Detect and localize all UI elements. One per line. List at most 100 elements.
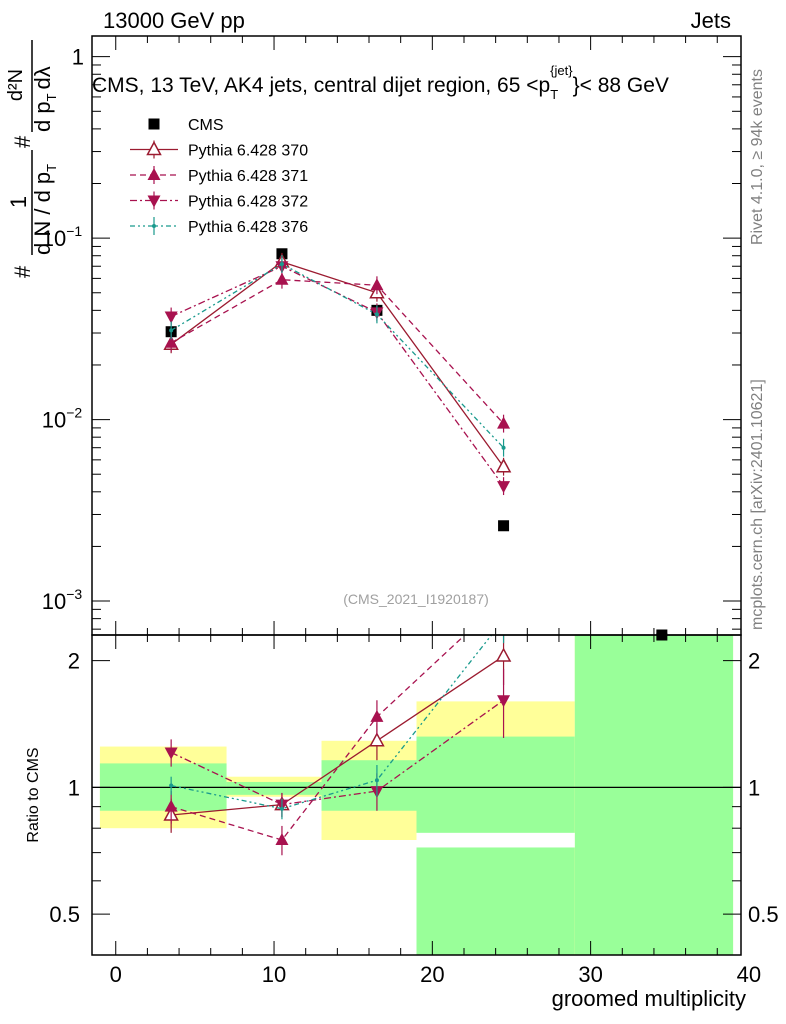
p370-main-point-3 [495, 458, 512, 473]
y-label-frac2-num: d²N [5, 69, 27, 101]
y-label-frac1-den-text: d N / d p [30, 172, 55, 255]
plot-title-sub: T [550, 87, 558, 102]
legend-label-cms: CMS [188, 117, 224, 134]
ratio-y-label: Ratio to CMS [25, 747, 42, 842]
main-ytick-label-0: 10−3 [42, 586, 83, 614]
p372-main-line [170, 265, 505, 487]
legend-label-p372: Pythia 6.428 372 [188, 194, 308, 211]
p376-main-line [170, 263, 505, 449]
ratio-ytick-label-left-1: 1 [68, 775, 80, 800]
ratio-ytick-label-left-2: 2 [68, 649, 80, 674]
p370-ratio-point-2 [369, 732, 385, 747]
p371-ratio-point-3 [497, 592, 510, 604]
analysis-id: (CMS_2021_I1920187) [343, 591, 489, 607]
y-label-hash-1: # [10, 265, 35, 278]
legend-marker-p372 [147, 195, 161, 208]
p371-main-point-3 [497, 416, 511, 429]
plot-title-pt: p [539, 74, 551, 97]
p376-ratio-point-3 [502, 618, 506, 622]
legend-marker-p376 [152, 224, 156, 228]
y-label-frac2-den-text: d p [30, 101, 55, 132]
plot-title-suffix: }< 88 GeV [573, 74, 669, 97]
x-tick-label-20: 20 [420, 962, 444, 987]
main-ytick-label-2: 10−1 [42, 223, 83, 251]
p376-main-point-2 [374, 312, 379, 317]
green-band-2 [321, 760, 417, 811]
p371-main-point-2 [370, 278, 384, 291]
p371-main-point-0 [164, 335, 178, 348]
p371-main-point-1 [275, 272, 289, 285]
p371-ratio-point-1 [275, 833, 289, 846]
p372-ratio-point-3 [497, 695, 511, 708]
header-left: 13000 GeV pp [103, 8, 245, 33]
rivet-version-text: Rivet 4.1.0, ≥ 94k events [749, 69, 766, 245]
legend: CMS Pythia 6.428 370 Pythia 6.428 371 Pythi… [130, 117, 308, 236]
x-tick-label-40: 40 [737, 962, 761, 987]
plot-title-sup: {jet} [550, 63, 573, 78]
p372-ratio-line [170, 699, 504, 806]
main-y-label: # 1 d N / d pT # d²N d pTdλ [5, 40, 59, 278]
x-tick-label-10: 10 [262, 962, 286, 987]
p376-main-point-1 [279, 262, 284, 267]
p376-ratio-point-1 [279, 806, 284, 811]
p370-ratio-line [171, 655, 504, 816]
p376-main-point-0 [169, 328, 174, 333]
p376-main-point-3 [501, 445, 506, 450]
main-ytick-base-1: 10 [42, 408, 66, 433]
p372-main-point-3 [497, 481, 511, 494]
main-series-layer [163, 248, 668, 635]
plot-title-prefix: CMS, 13 TeV, AK4 jets, central dijet reg… [92, 74, 539, 97]
ratio-frame [91, 634, 742, 956]
ratio-ytick-label-right-0: 0.5 [748, 902, 779, 927]
p376-ratio-point-0 [169, 783, 174, 788]
main-ytick-base-2: 10 [42, 226, 66, 251]
x-tick-label-0: 0 [110, 962, 122, 987]
p376-ratio-line [171, 635, 493, 810]
main-ytick-exp-1: −2 [66, 405, 82, 421]
p370-main-line [170, 261, 505, 468]
p371-ratio-point-2 [370, 709, 384, 722]
y-label-frac1-num: 1 [6, 196, 31, 208]
band-gap-0 [416, 832, 575, 848]
legend-label-p376: Pythia 6.428 376 [188, 219, 308, 236]
ratio-series-layer [163, 592, 512, 856]
y-label-frac2-den-sub: T [44, 93, 59, 101]
main-ytick-label-3: 1 [72, 45, 84, 70]
main-ytick-exp-2: −1 [66, 223, 82, 239]
mcplots-text: mcplots.cern.ch [arXiv:2401.10621] [749, 379, 766, 630]
cms-main-point-3 [498, 520, 510, 532]
legend-marker-p371 [147, 168, 161, 180]
y-label-hash-2: # [10, 135, 35, 148]
p376-ratio-point-2 [374, 778, 379, 783]
y-label-frac2-den-tail: dλ [30, 66, 55, 89]
p371-ratio-point-0 [164, 799, 178, 812]
p371-main-line [170, 279, 505, 425]
p370-ratio-point-3 [495, 647, 512, 662]
header-right: Jets [691, 8, 731, 33]
y-label-frac1-den-sub: T [44, 164, 59, 172]
p372-main-point-0 [164, 311, 178, 324]
green-band-4 [574, 635, 734, 955]
p371-ratio-line [170, 635, 466, 841]
y-label-frac1-den: d N / d pT [30, 164, 59, 255]
ratio-ytick-label-left-0: 0.5 [49, 902, 80, 927]
main-ytick-exp-0: −3 [66, 586, 82, 602]
legend-label-p370: Pythia 6.428 370 [188, 143, 308, 160]
legend-marker-p370 [146, 140, 162, 156]
plot-title: CMS, 13 TeV, AK4 jets, central dijet reg… [92, 63, 669, 102]
legend-marker-cms [148, 118, 160, 130]
ratio-uncertainty-bands [92, 635, 741, 955]
x-tick-label-30: 30 [578, 962, 602, 987]
ratio-ytick-label-right-2: 2 [748, 649, 760, 674]
green-band-1 [226, 781, 322, 795]
main-ytick-base-3: 1 [72, 45, 84, 70]
ratio-ytick-label-right-1: 1 [748, 775, 760, 800]
main-ytick-label-1: 10−2 [42, 405, 83, 433]
x-axis-label: groomed multiplicity [552, 986, 746, 1011]
legend-label-p371: Pythia 6.428 371 [188, 168, 308, 185]
main-ytick-base-0: 10 [42, 589, 66, 614]
y-label-frac2-den: d pTdλ [30, 66, 59, 132]
p372-ratio-point-0 [164, 747, 178, 760]
